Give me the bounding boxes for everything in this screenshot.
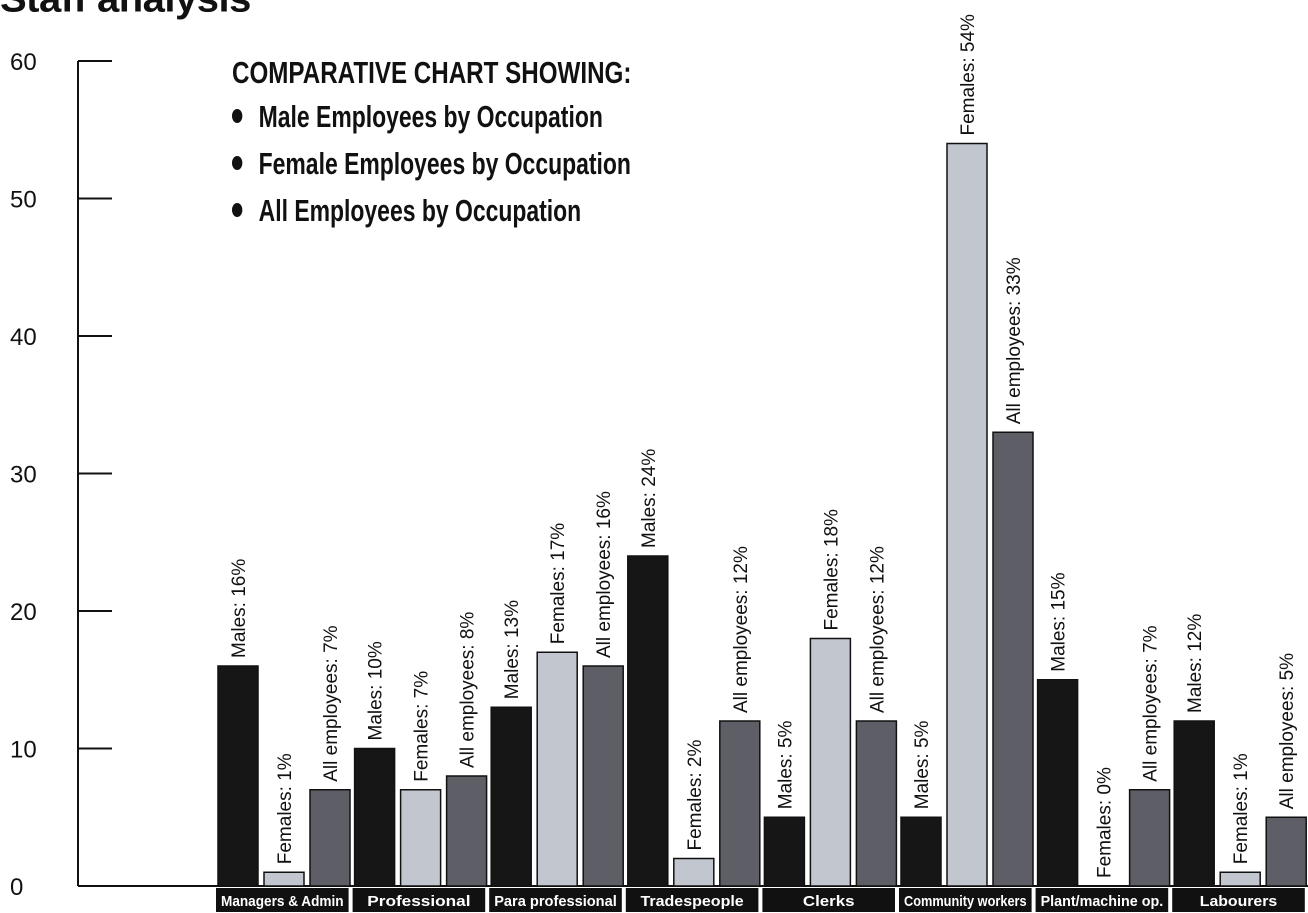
bar-females — [263, 871, 305, 887]
bar-all-employees — [309, 789, 351, 887]
bar-all-employees — [582, 665, 624, 887]
legend-item-label: Male Employees by Occupation — [258, 99, 603, 134]
bars-group — [217, 142, 1307, 887]
data-label: Females: 1% — [275, 753, 296, 864]
y-tick-label: 0 — [10, 874, 23, 901]
legend-item-males: Male Employees by Occupation — [232, 94, 631, 141]
category-labels-group: Managers & Admin Professional Para profess… — [216, 888, 1305, 912]
category-label-box — [489, 888, 622, 912]
data-label: All employees: 16% — [594, 491, 615, 658]
data-label: All employees: 8% — [458, 612, 479, 768]
category-label-box — [899, 888, 1032, 912]
data-label: Males: 15% — [1049, 572, 1070, 671]
data-label: All employees: 12% — [731, 546, 752, 713]
data-label: Males: 5% — [912, 720, 933, 809]
data-label: Males: 24% — [639, 449, 660, 548]
y-tick-label: 10 — [10, 737, 37, 764]
bar-males — [900, 816, 942, 887]
data-label: All employees: 5% — [1277, 653, 1298, 809]
data-label: Males: 12% — [1185, 614, 1206, 713]
data-label: Males: 5% — [775, 720, 796, 809]
data-label: Females: 0% — [1095, 767, 1116, 878]
bar-all-employees — [719, 720, 761, 887]
data-label: Males: 16% — [229, 559, 250, 658]
y-tick-label: 60 — [10, 49, 37, 76]
category-label-box — [762, 888, 895, 912]
bar-all-employees — [1128, 789, 1171, 887]
x-tick-label: Tradespeople — [641, 893, 744, 910]
legend-item-all-employees: All Employees by Occupation — [232, 188, 631, 235]
x-tick-label: Professional — [367, 893, 470, 910]
data-label: Females: 17% — [548, 523, 569, 645]
data-label: Females: 18% — [821, 509, 842, 631]
legend-item-females: Female Employees by Occupation — [232, 141, 631, 188]
x-tick-label: Clerks — [803, 893, 855, 910]
bar-females — [399, 789, 442, 887]
data-label: All employees: 12% — [867, 546, 888, 713]
y-tick-label: 20 — [10, 599, 37, 626]
data-label: Females: 7% — [412, 671, 433, 782]
category-label-box — [1035, 888, 1169, 912]
bar-females — [1219, 871, 1261, 887]
bar-males — [217, 665, 259, 887]
data-label: All employees: 33% — [1004, 257, 1025, 424]
data-label: Females: 1% — [1231, 753, 1252, 864]
bar-males — [353, 747, 396, 887]
category-label-box — [216, 888, 349, 912]
bar-males — [1036, 679, 1079, 887]
bar-all-employees — [992, 431, 1034, 887]
bar-females — [946, 142, 988, 887]
chart-legend: COMPARATIVE CHART SHOWING: Male Employee… — [232, 52, 771, 235]
bar-labels-group: Males: 16% Females: 1% All employees: 7% Ma… — [229, 14, 1298, 878]
data-label: All employees: 7% — [1141, 625, 1162, 781]
legend-heading: COMPARATIVE CHART SHOWING: — [232, 55, 632, 90]
x-tick-label: Para professional — [494, 893, 617, 910]
bar-all-employees — [1265, 816, 1307, 887]
x-tick-label: Managers & Admin — [221, 893, 344, 910]
x-tick-label: Labourers — [1200, 893, 1277, 910]
y-tick-label: 40 — [10, 324, 37, 351]
y-tick-label: 30 — [10, 462, 37, 489]
data-label: Males: 13% — [502, 600, 523, 699]
bar-males — [490, 706, 532, 887]
bullet-icon — [232, 202, 243, 217]
legend-list: Male Employees by Occupation Female Empl… — [232, 94, 771, 235]
category-label-box — [352, 888, 486, 912]
bullet-icon — [232, 155, 243, 170]
page-title: Staff analysis — [0, 0, 251, 21]
bar-males — [627, 555, 669, 887]
data-label: All employees: 7% — [321, 625, 342, 781]
category-label-box — [625, 888, 759, 912]
x-tick-label: Community workers — [904, 893, 1027, 910]
bar-females — [536, 651, 578, 887]
bar-males — [1173, 720, 1215, 887]
y-tick-label: 50 — [10, 187, 37, 214]
bar-all-employees — [445, 775, 488, 887]
x-tick-label: Plant/machine op. — [1041, 893, 1164, 910]
data-label: Females: 2% — [685, 740, 706, 851]
data-label: Males: 10% — [366, 641, 387, 740]
bar-males — [763, 816, 806, 887]
bullet-icon — [232, 108, 243, 123]
bar-females — [673, 857, 715, 887]
category-label-box — [1172, 888, 1305, 912]
bar-females — [809, 637, 852, 887]
legend-item-label: All Employees by Occupation — [258, 193, 582, 228]
data-label: Females: 54% — [958, 14, 979, 136]
legend-item-label: Female Employees by Occupation — [258, 146, 631, 181]
bar-all-employees — [855, 720, 898, 887]
